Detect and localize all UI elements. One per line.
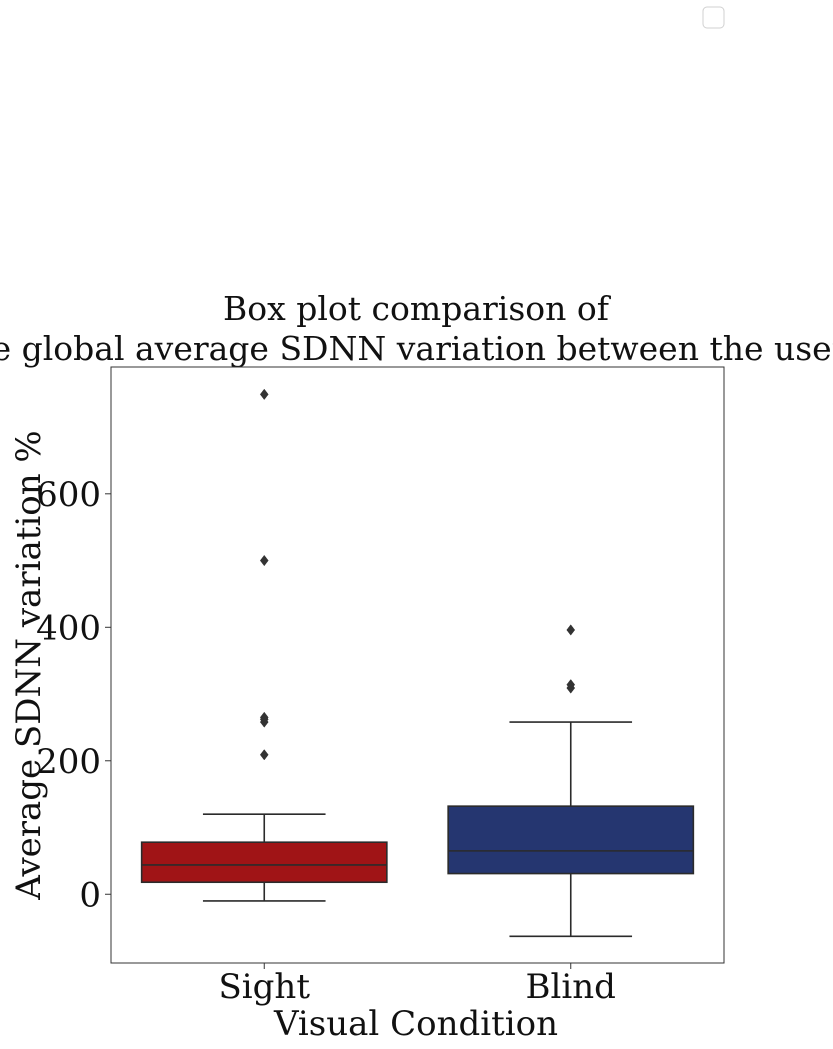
y-tick-label: 200 — [36, 742, 101, 782]
x-tick-label: Sight — [219, 967, 311, 1007]
y-axis: 0 200 400 600 — [36, 475, 111, 915]
chart-title-line-1: Box plot comparison of — [223, 289, 612, 328]
x-axis-label: Visual Condition — [273, 1004, 558, 1044]
chart-title-line-2: the global average SDNN variation betwee… — [0, 329, 833, 368]
y-axis-label: Average SDNN variation % — [9, 430, 49, 900]
iqr-box — [447, 805, 695, 875]
box-series — [140, 388, 695, 938]
y-tick-label: 600 — [36, 475, 101, 515]
y-tick-label: 0 — [79, 875, 101, 915]
x-tick-label: Blind — [526, 967, 616, 1007]
box-sight — [140, 388, 388, 902]
y-tick-label: 400 — [36, 608, 101, 648]
outlier-point — [566, 624, 576, 636]
outlier-point — [566, 679, 576, 691]
legend-box — [702, 6, 725, 29]
box-blind — [447, 624, 695, 938]
plot-area — [110, 366, 725, 964]
iqr-box — [140, 841, 388, 884]
x-axis: Sight Blind — [219, 963, 616, 1007]
outlier-point — [259, 554, 269, 567]
outlier-point — [259, 749, 269, 761]
outlier-point — [259, 388, 269, 400]
outlier-point — [259, 711, 269, 724]
